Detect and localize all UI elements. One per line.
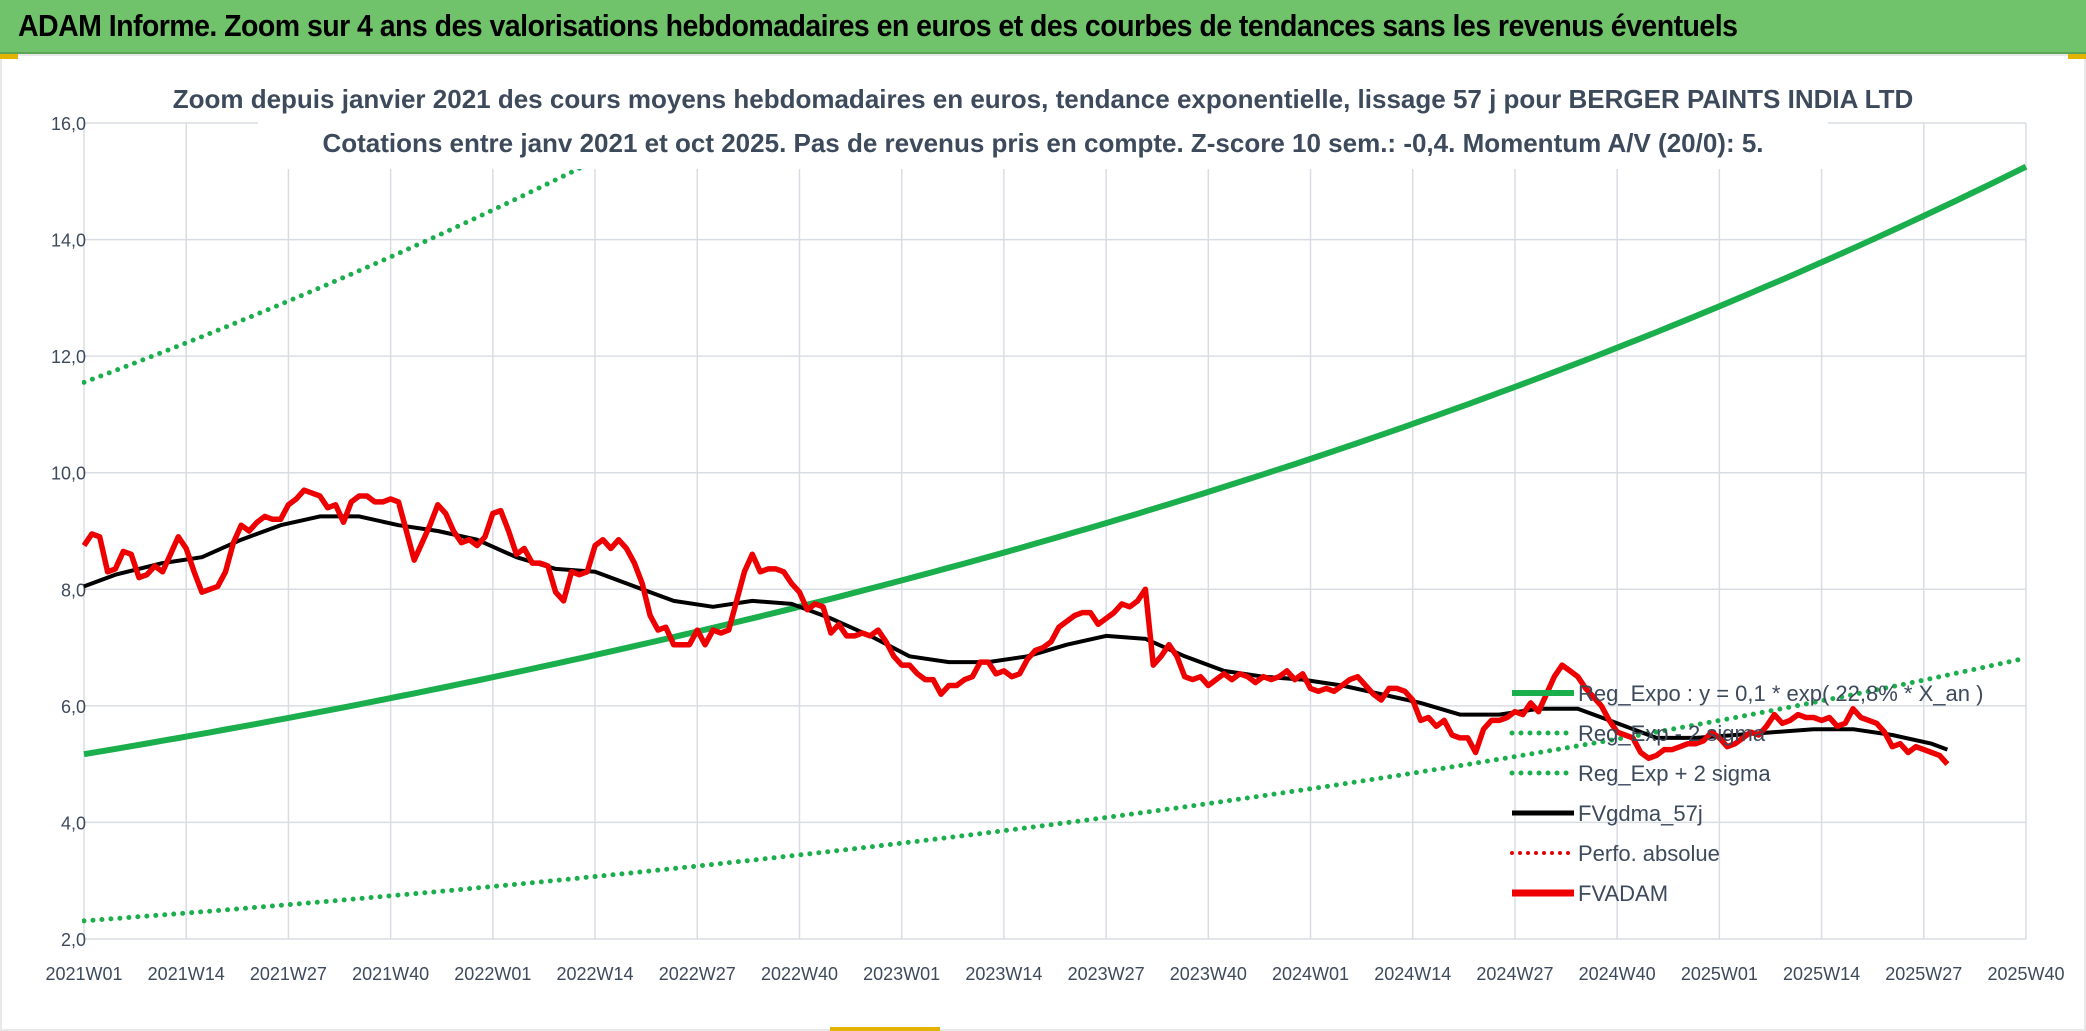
report-title: ADAM Informe. Zoom sur 4 ans des valoris… <box>18 8 1738 43</box>
legend-item: FVgdma_57j <box>1512 801 1703 826</box>
y-tick-label: 14,0 <box>51 231 86 251</box>
grid-lines <box>83 122 2027 940</box>
chart-frame <box>0 54 2086 1031</box>
chart-legend: Reg_Expo : y = 0,1 * exp( 22,8% * X_an )… <box>1509 681 1983 906</box>
legend-label: FVADAM <box>1578 881 1668 906</box>
x-tick-label: 2022W40 <box>761 964 838 984</box>
y-tick-label: 8,0 <box>61 580 86 600</box>
x-tick-label: 2021W01 <box>45 964 122 984</box>
report-banner: ADAM Informe. Zoom sur 4 ans des valoris… <box>0 0 2086 54</box>
legend-item: Perfo. absolue <box>1510 841 1720 866</box>
series-reg-exp-plus-2-sigma <box>82 123 675 385</box>
y-axis-ticks: 2,0 4,0 6,0 8,0 10,0 12,0 14,0 16,0 <box>51 114 86 950</box>
x-tick-label: 2023W27 <box>1068 964 1145 984</box>
legend-item: Reg_Expo : y = 0,1 * exp( 22,8% * X_an ) <box>1512 681 1983 706</box>
x-tick-label: 2022W14 <box>557 964 634 984</box>
legend-item: Reg_Exp + 2 sigma <box>1509 761 1771 786</box>
x-tick-label: 2022W01 <box>454 964 531 984</box>
x-axis-ticks: 2021W01 2021W14 2021W27 2021W40 2022W01 2022W… <box>45 964 2064 984</box>
plot-area <box>82 123 2029 924</box>
x-tick-label: 2023W14 <box>965 964 1042 984</box>
x-tick-label: 2022W27 <box>659 964 736 984</box>
x-tick-label: 2023W40 <box>1170 964 1247 984</box>
x-tick-label: 2021W14 <box>148 964 225 984</box>
chart-title-line-2: Cotations entre janv 2021 et oct 2025. P… <box>322 128 1763 158</box>
x-tick-label: 2021W27 <box>250 964 327 984</box>
y-tick-label: 4,0 <box>61 813 86 833</box>
series-fvadam <box>82 487 1950 766</box>
x-tick-label: 2025W40 <box>1987 964 2064 984</box>
corner-accent-left <box>0 54 18 59</box>
legend-item: FVADAM <box>1512 881 1668 906</box>
y-tick-label: 16,0 <box>51 114 86 134</box>
legend-item: Reg_Exp - 2 sigma <box>1509 721 1766 746</box>
x-tick-label: 2024W40 <box>1579 964 1656 984</box>
corner-accent-right <box>2068 54 2086 59</box>
chart-title-line-1: Zoom depuis janvier 2021 des cours moyen… <box>173 84 1914 114</box>
y-tick-label: 2,0 <box>61 930 86 950</box>
x-tick-label: 2021W40 <box>352 964 429 984</box>
legend-label: FVgdma_57j <box>1578 801 1703 826</box>
x-tick-label: 2024W14 <box>1374 964 1451 984</box>
y-tick-label: 10,0 <box>51 464 86 484</box>
series-reg-expo <box>83 164 2028 758</box>
legend-label: Reg_Expo : y = 0,1 * exp( 22,8% * X_an ) <box>1578 681 1983 706</box>
x-tick-label: 2025W27 <box>1885 964 1962 984</box>
legend-label: Reg_Exp + 2 sigma <box>1578 761 1771 786</box>
corner-accent-bottom <box>830 1027 940 1031</box>
x-tick-label: 2025W01 <box>1681 964 1758 984</box>
y-tick-label: 6,0 <box>61 697 86 717</box>
series-lines <box>82 123 2029 924</box>
series-reg-exp-minus-2-sigma <box>82 655 2029 924</box>
x-tick-label: 2024W01 <box>1272 964 1349 984</box>
legend-label: Reg_Exp - 2 sigma <box>1578 721 1766 746</box>
x-tick-label: 2024W27 <box>1476 964 1553 984</box>
legend-label: Perfo. absolue <box>1578 841 1720 866</box>
y-tick-label: 12,0 <box>51 347 86 367</box>
title-background <box>258 77 1828 169</box>
x-tick-label: 2025W14 <box>1783 964 1860 984</box>
x-tick-label: 2023W01 <box>863 964 940 984</box>
